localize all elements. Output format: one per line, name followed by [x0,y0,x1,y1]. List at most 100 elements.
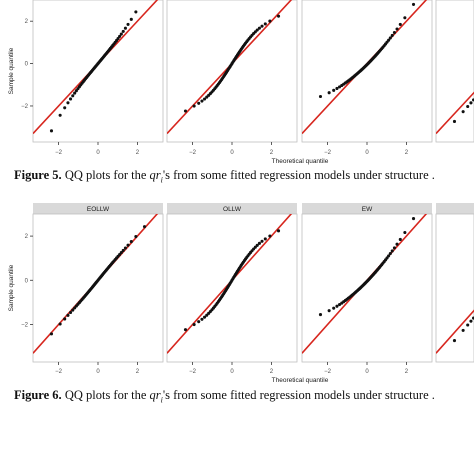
qq-point [183,328,188,332]
qq-point [126,22,130,26]
qq-point [129,240,133,244]
qq-point [134,10,138,14]
qq-point [268,234,272,238]
qq-panel: −2 0 2 [301,0,433,156]
panel-plot-area [33,0,159,135]
qq-point [192,322,196,327]
panel-plot-area [302,0,428,135]
qq-point [58,322,62,326]
panel-strip-label: EOLLW [87,206,110,213]
qq-point [276,14,281,18]
qq-point [390,33,394,38]
qq-point [58,113,62,117]
y-tick-label: −2 [21,322,29,328]
qq-point [388,36,392,40]
qq-point [263,237,267,241]
qq-point [398,22,402,26]
figure6-caption-sub: i [160,395,163,405]
qq-point [200,99,204,103]
panel-background [32,213,164,363]
y-axis-title: Sample quantile [8,264,15,311]
qq-point [49,129,54,133]
qq-point [71,94,75,98]
qq-point [134,234,138,239]
qq-point [332,88,336,92]
x-tick-label: −2 [55,150,63,156]
figure5-caption-var: qr [149,168,161,182]
qq-point [123,26,127,30]
qq-point [327,309,331,313]
reference-line [436,309,474,354]
x-tick-label: 0 [96,369,100,375]
x-tick-label: −2 [324,150,332,156]
panel-background [166,213,298,363]
figure6-caption-pre: QQ plots for the [61,388,150,402]
qq-point [461,110,465,114]
qq-point [387,254,391,258]
panel-strip-label: EW [362,206,373,213]
qq-point [255,28,259,32]
qq-point [452,119,457,123]
qq-point [121,248,125,253]
x-tick-label: −2 [324,369,332,375]
panel-plot-area [33,214,159,354]
qq-point [392,30,396,35]
qq-point [392,246,396,250]
qq-point [338,85,342,89]
panel-background [435,0,474,143]
qq-point [71,308,75,312]
qq-point [66,101,70,105]
figure5-caption: Figure 5. QQ plots for the qri's from so… [14,168,435,185]
qq-point [388,252,392,256]
figure-6-chart: EOLLW −2 0 2 −2 0 2 Sample quantile OLLW −2 0 2 EW −2… [8,203,474,384]
qq-point [63,317,67,321]
qq-point [183,109,188,113]
x-tick-label: −2 [189,369,197,375]
x-tick-label: 2 [405,369,409,375]
qq-point [403,16,407,20]
qq-point [411,217,416,221]
qq-point [63,106,67,110]
x-tick-label: 2 [136,150,140,156]
qq-point [276,229,281,233]
panel-background [301,0,433,143]
qq-point [142,225,147,229]
qq-panel: −2 0 2 [166,0,298,156]
x-tick-label: 0 [96,150,100,156]
qq-point [327,91,331,95]
qq-point [466,104,470,109]
panel-strip [436,203,474,214]
qq-point [205,313,209,317]
x-tick-label: 0 [365,369,369,375]
x-tick-label: 2 [136,369,140,375]
qq-point [403,230,407,235]
panel-background [435,213,474,363]
qq-panel: EW −2 0 2 [301,203,433,375]
y-tick-label: 2 [25,19,29,25]
qq-point [123,246,127,250]
qq-point [461,328,465,332]
reference-line [436,91,474,135]
panel-background [166,0,298,143]
qq-point [119,251,123,255]
y-axis-title: Sample quantile [8,47,15,94]
qq-point [200,317,204,321]
qq-point [318,94,323,99]
qq-point [260,24,264,28]
qq-point [260,239,264,243]
qq-point [268,19,272,23]
figure6-caption-var: qr [149,388,161,402]
qq-point [387,38,391,42]
qq-point [253,245,257,249]
qq-point [126,243,130,247]
qq-panel: OLLW −2 0 2 [166,203,298,375]
panel-plot-area [302,214,428,354]
qq-point [411,2,416,6]
qq-point [469,101,473,105]
panel-plot-area [167,0,293,135]
qq-point [69,310,73,315]
y-tick-label: 0 [25,62,29,68]
panel-background [301,213,433,363]
qq-point [73,91,77,95]
